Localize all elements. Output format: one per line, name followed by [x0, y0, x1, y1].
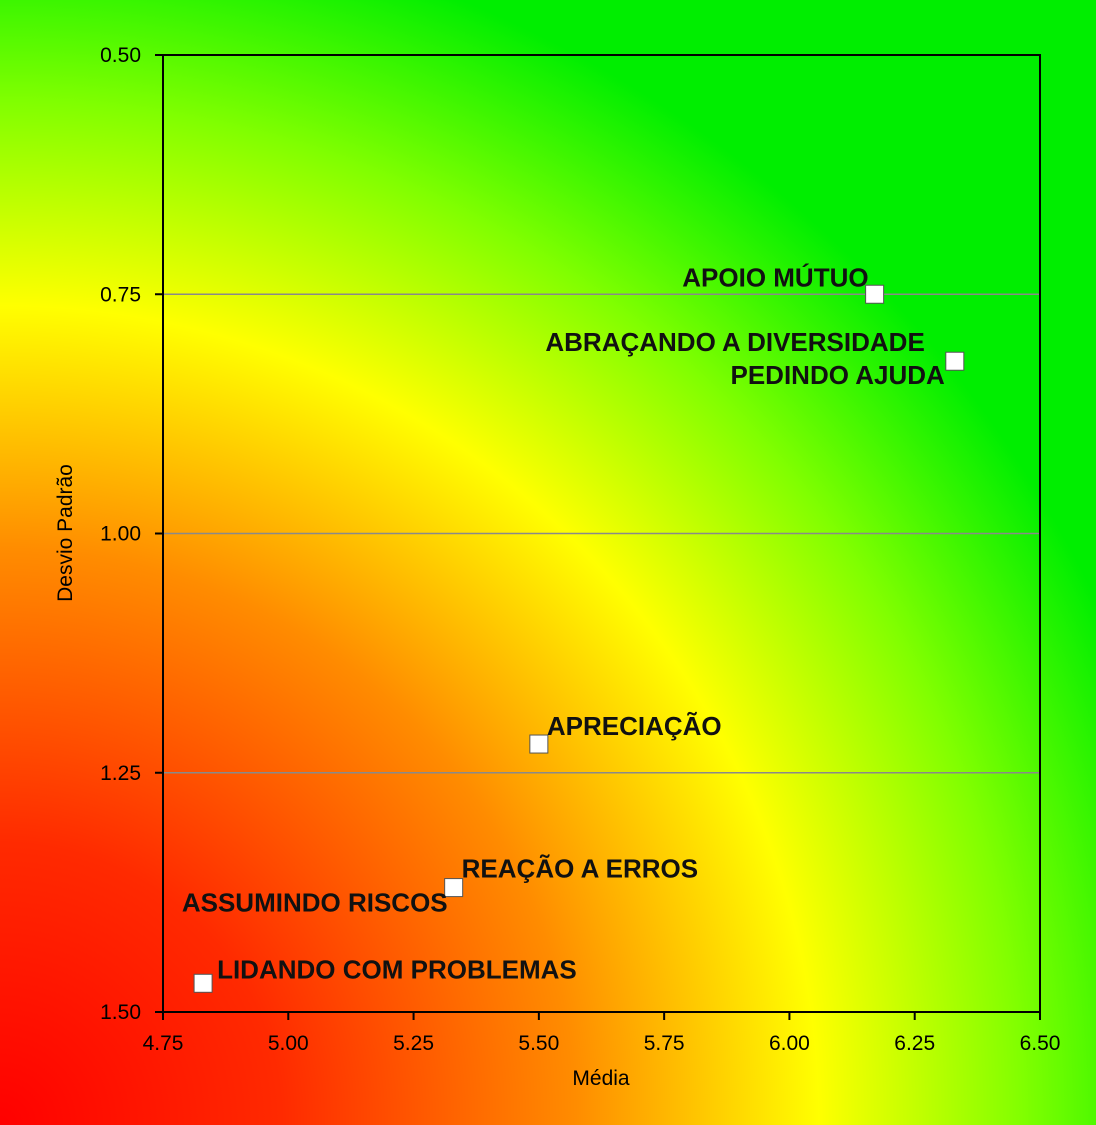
- y-tick-label: 0.50: [100, 44, 141, 67]
- x-tick-label: 5.50: [518, 1032, 559, 1055]
- axes: 0.50 0.75 1.00 1.25 1.504.75 5.00 5.25 5.50 5.75…: [100, 44, 1060, 1055]
- x-tick-label: 5.25: [393, 1032, 434, 1055]
- data-point-marker: [444, 878, 464, 898]
- x-tick-label: 5.75: [644, 1032, 685, 1055]
- data-point-marker: [865, 284, 885, 304]
- data-point-label: REAÇÃO A ERROS: [462, 854, 698, 884]
- data-point-label: APRECIAÇÃO: [547, 711, 722, 741]
- y-tick-label: 1.00: [100, 523, 141, 546]
- y-axis-title: Desvio Padrão: [54, 464, 77, 602]
- y-tick-label: 0.75: [100, 283, 141, 306]
- x-axis-title: Média: [572, 1067, 630, 1090]
- x-tick-label: 5.00: [268, 1032, 309, 1055]
- y-tick-label: 1.25: [100, 762, 141, 785]
- data-point-label: ASSUMINDO RISCOS: [182, 888, 448, 918]
- data-point-marker: [193, 973, 213, 993]
- data-point-label: APOIO MÚTUO: [682, 262, 868, 292]
- gridlines: [163, 293, 1040, 774]
- data-point-marker: [945, 351, 965, 371]
- data-points: APOIO MÚTUO ABRAÇANDO A DIVERSIDADEPEDIND…: [182, 262, 965, 993]
- y-tick-label: 1.50: [100, 1001, 141, 1024]
- data-point-label: PEDINDO AJUDA: [731, 360, 946, 390]
- data-point-label: LIDANDO COM PROBLEMAS: [217, 954, 577, 984]
- data-point-label: ABRAÇANDO A DIVERSIDADE: [545, 327, 924, 357]
- x-tick-label: 4.75: [143, 1032, 184, 1055]
- x-tick-label: 6.25: [894, 1032, 935, 1055]
- x-tick-label: 6.50: [1020, 1032, 1061, 1055]
- x-tick-label: 6.00: [769, 1032, 810, 1055]
- data-point-marker: [529, 734, 549, 754]
